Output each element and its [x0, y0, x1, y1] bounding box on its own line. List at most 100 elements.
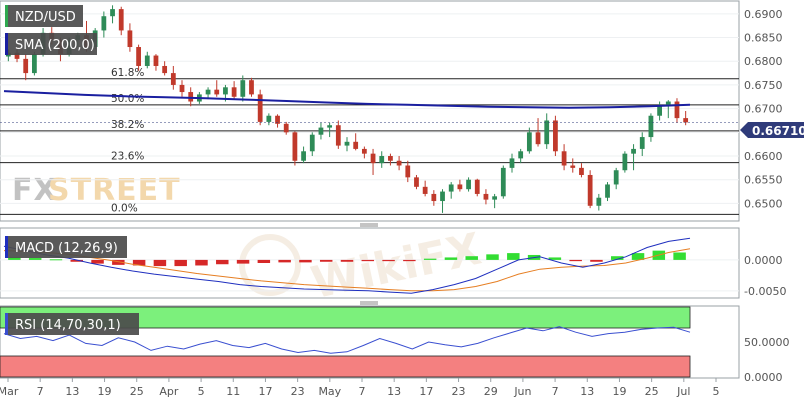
macd-histogram-bar	[195, 259, 208, 266]
candle-body	[639, 137, 645, 149]
candle-body	[648, 115, 654, 138]
candle-body	[309, 134, 315, 152]
candle-body	[214, 89, 220, 95]
candle-body	[249, 80, 254, 95]
x-tick-label: 7	[37, 385, 44, 398]
x-tick-label: 5	[713, 385, 720, 398]
candle-body	[110, 9, 115, 17]
macd-tick-label: -0.0050	[744, 285, 786, 298]
fib-label: 50.0%	[111, 93, 144, 105]
candle-body	[596, 197, 602, 206]
candle-body	[457, 184, 463, 190]
candle-body	[205, 89, 211, 95]
rsi-title: RSI (14,70,30,1)	[15, 318, 121, 333]
x-tick-label: 7	[359, 385, 366, 398]
candle-body	[526, 132, 532, 152]
candle-body	[353, 141, 359, 149]
fxstreet-logo: FX STREET	[12, 173, 181, 208]
sma-label-box: SMA (200,0)	[5, 33, 97, 55]
x-tick-label: 13	[387, 385, 401, 398]
macd-histogram-bar	[299, 259, 312, 263]
x-tick-label: 11	[226, 385, 240, 398]
candle-body	[335, 125, 341, 146]
x-tick-label: 13	[65, 385, 79, 398]
x-tick-label: May	[318, 385, 341, 398]
candle-body	[136, 47, 141, 66]
rsi-title-box: RSI (14,70,30,1)	[5, 313, 139, 335]
x-tick-label: 13	[580, 385, 594, 398]
macd-histogram-bar	[444, 257, 458, 260]
macd-histogram-bar	[361, 259, 375, 262]
macd-histogram-bar	[319, 259, 333, 262]
macd-histogram-bar	[28, 258, 42, 260]
macd-histogram-bar	[465, 256, 478, 260]
resize-handle-rsi[interactable]	[360, 301, 378, 305]
price-title: NZD/USD	[15, 10, 76, 25]
macd-histogram-bar	[673, 252, 686, 260]
price-tick-label: 0.6500	[744, 197, 783, 210]
candle-body	[492, 196, 498, 200]
macd-histogram-bar	[49, 259, 63, 261]
macd-histogram-bar	[216, 259, 229, 265]
candle-body	[144, 55, 150, 66]
rsi-tick-label: 50.0000	[744, 336, 790, 349]
candle-body	[665, 101, 671, 107]
price-tick-label: 0.6550	[744, 174, 783, 187]
candle-body	[518, 151, 524, 159]
macd-histogram-bar	[403, 259, 416, 262]
macd-histogram-bar	[70, 259, 83, 262]
macd-histogram-bar	[423, 258, 437, 260]
last-price-label: 0.66710	[752, 124, 807, 138]
macd-histogram-bar	[132, 259, 146, 266]
svg-text:STREET: STREET	[48, 173, 181, 208]
rsi-oversold-band	[0, 355, 691, 378]
x-tick-label: Mar	[0, 385, 19, 398]
price-tick-label: 0.6850	[744, 32, 783, 45]
candle-body	[474, 179, 480, 194]
x-tick-label: 7	[552, 385, 559, 398]
candle-body	[257, 94, 263, 122]
candle-body	[344, 141, 350, 146]
candle-body	[266, 115, 272, 122]
candle-body	[379, 156, 385, 164]
last-price-tag: 0.66710	[740, 122, 807, 138]
candle-body	[544, 120, 550, 145]
candle-body	[440, 191, 445, 202]
candle-body	[223, 87, 228, 95]
x-tick-label: Jun	[513, 385, 531, 398]
x-tick-label: 23	[291, 385, 305, 398]
candle-body	[127, 30, 133, 48]
macd-histogram-bar	[631, 253, 645, 260]
candle-body	[153, 55, 159, 66]
x-tick-label: 17	[258, 385, 272, 398]
candle-body	[361, 148, 367, 154]
candle-body	[188, 92, 194, 102]
x-tick-label: Apr	[159, 385, 179, 398]
candle-body	[561, 151, 567, 166]
price-title-box: NZD/USD	[5, 5, 83, 27]
macd-histogram-bar	[236, 259, 250, 264]
price-layer: 61.8% 50.0% 38.2% 23.6% 0.0%	[0, 5, 739, 215]
candle-body	[405, 165, 411, 178]
candle-body	[509, 158, 515, 168]
candle-body	[301, 151, 306, 161]
macd-histogram-bar	[91, 259, 104, 264]
candle-body	[101, 16, 107, 31]
candle-body	[170, 73, 176, 85]
fib-label: 23.6%	[111, 151, 144, 163]
macd-histogram-bar	[340, 259, 354, 262]
resize-handle-macd[interactable]	[360, 223, 378, 227]
candle-body	[283, 123, 289, 133]
macd-title-box: MACD (12,26,9)	[5, 236, 127, 258]
macd-histogram-bar	[257, 259, 271, 263]
candle-body	[622, 153, 628, 171]
sma-label: SMA (200,0)	[15, 38, 95, 53]
macd-histogram-bar	[112, 259, 125, 265]
candle-body	[32, 54, 37, 74]
macd-histogram-bar	[507, 253, 520, 260]
rsi-tick-label: 0.0000	[744, 371, 783, 384]
candle-body	[587, 174, 593, 206]
candle-body	[327, 125, 333, 128]
candle-body	[292, 132, 298, 161]
candle-body	[14, 52, 20, 59]
